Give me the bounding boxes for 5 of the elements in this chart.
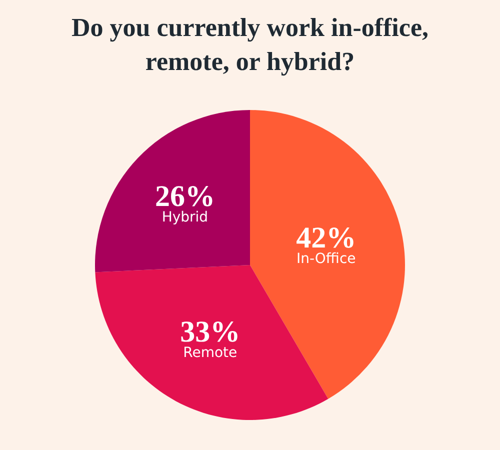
pie-slice	[95, 110, 250, 272]
slice-label: Remote	[183, 345, 238, 362]
pie-slice	[250, 110, 405, 399]
chart-title: Do you currently work in-office, remote, or hybrid?	[72, 13, 428, 76]
pie-slice	[95, 265, 328, 420]
